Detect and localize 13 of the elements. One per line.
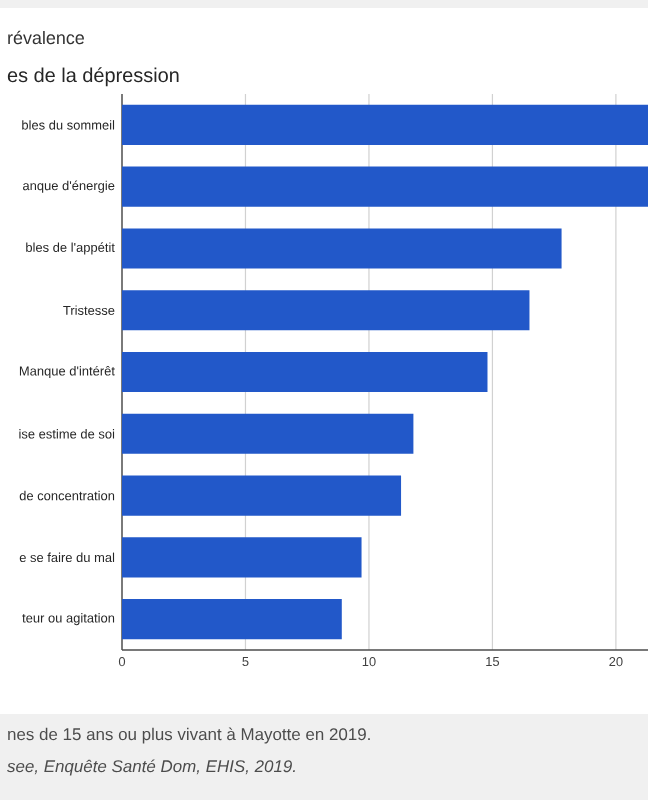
bar (122, 537, 362, 578)
text: see, Enquête Santé Dom, EHIS, 2019. (7, 759, 295, 776)
bar (122, 290, 530, 331)
bar (122, 104, 648, 145)
chart-subtitle: es de la dépression (7, 67, 179, 87)
bar (122, 166, 648, 207)
chart-title: révalence (8, 30, 84, 45)
bar (122, 599, 342, 640)
bar (122, 475, 402, 516)
bar (122, 228, 562, 269)
text: nes de 15 ans ou plus vivant à Mayotte en 2019. (8, 727, 370, 744)
bar (122, 413, 414, 454)
bar (122, 351, 488, 393)
